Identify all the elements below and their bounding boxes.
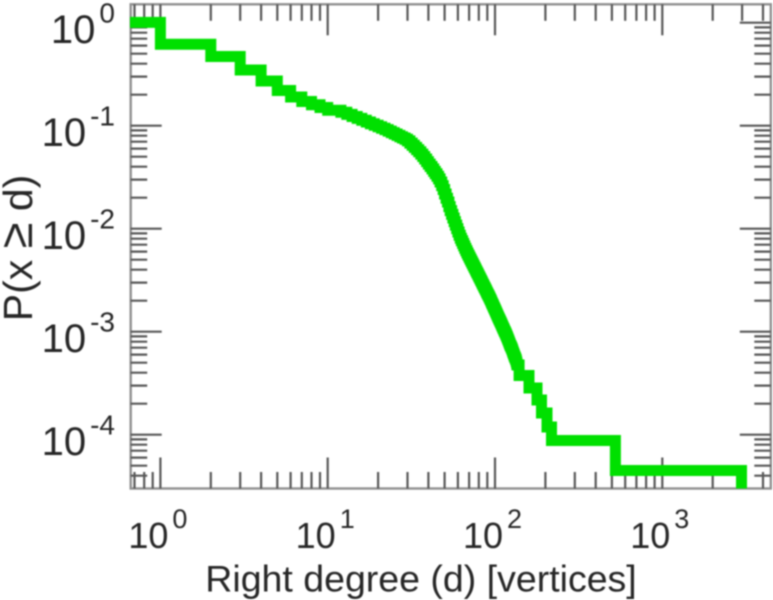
svg-text:Right degree (d) [vertices]: Right degree (d) [vertices] [205,558,636,600]
svg-text:P(x ≥ d): P(x ≥ d) [0,175,42,322]
